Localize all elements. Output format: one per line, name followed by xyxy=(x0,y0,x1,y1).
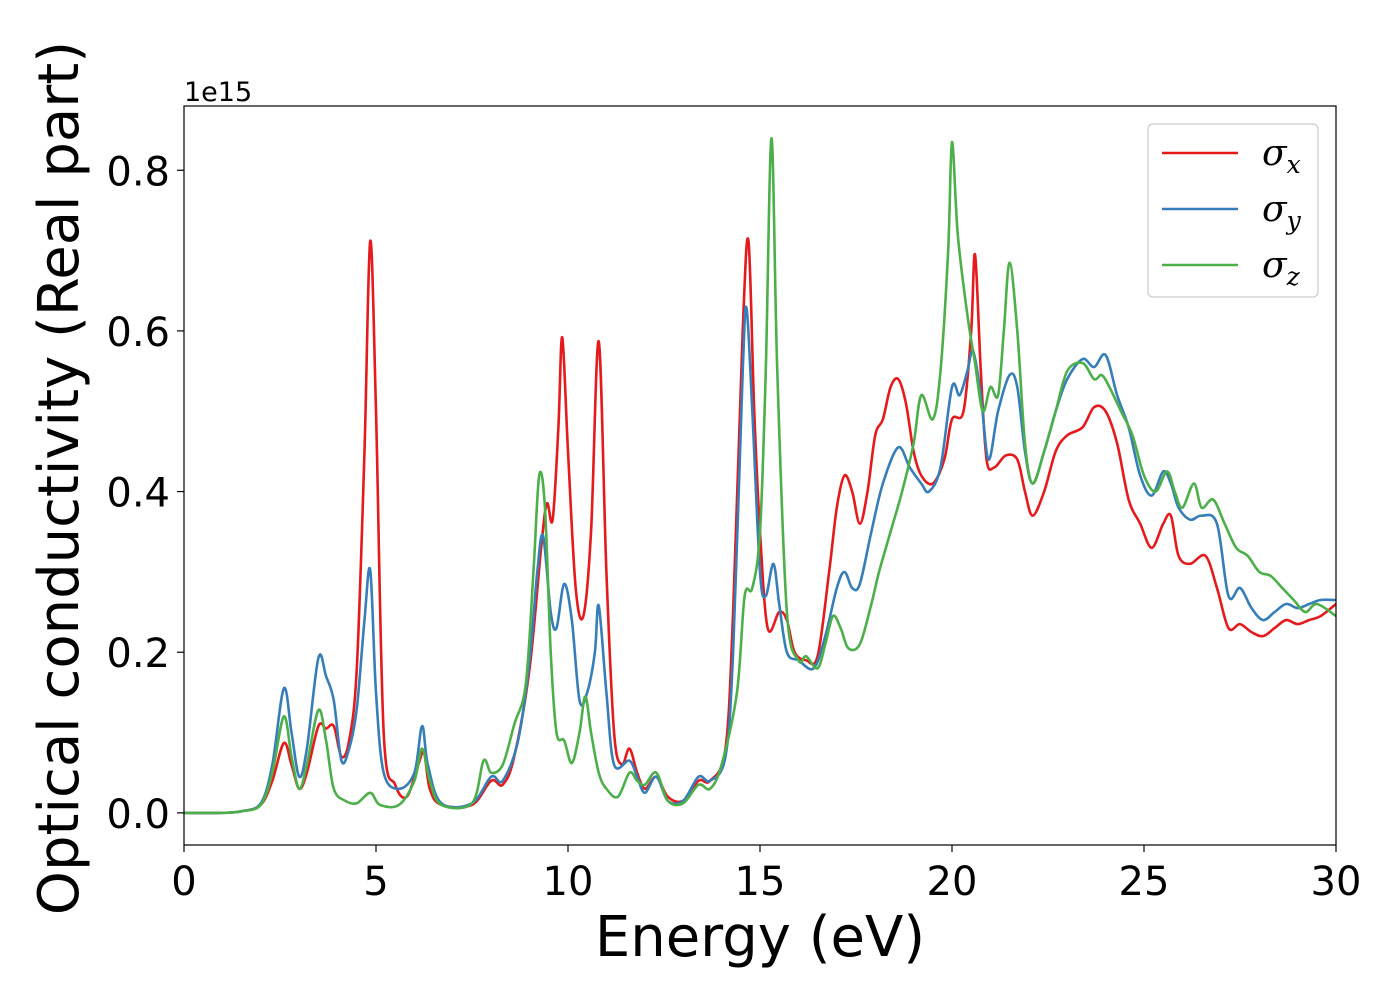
x-tick-label: 25 xyxy=(1119,859,1170,905)
y-tick-label: 0.6 xyxy=(106,310,170,356)
ticks-layer: 0 5 10 15 20 25 30 0.0 0.2 0.4 0.6 0.8 xyxy=(106,149,1361,905)
x-tick-label: 30 xyxy=(1311,859,1362,905)
series-line-y xyxy=(184,305,1336,815)
x-tick-label: 10 xyxy=(543,859,594,905)
y-axis-offset-label: 1e15 xyxy=(184,77,252,108)
x-tick-label: 15 xyxy=(735,859,786,905)
legend-frame xyxy=(1147,123,1319,298)
x-tick-label: 5 xyxy=(363,859,388,905)
x-axis-title: Energy (eV) xyxy=(595,905,925,970)
x-tick-label: 20 xyxy=(927,859,978,905)
y-tick-label: 0.4 xyxy=(106,471,170,517)
y-tick-label: 0.0 xyxy=(106,792,170,838)
series-layer xyxy=(184,136,1336,815)
legend-label-y: σy xyxy=(1262,189,1302,235)
x-tick-label: 0 xyxy=(171,859,196,905)
y-tick-label: 0.2 xyxy=(106,631,170,677)
legend: σx σy σz xyxy=(1147,123,1319,298)
legend-label-x: σx xyxy=(1262,133,1301,179)
series-line-z xyxy=(184,136,1336,815)
y-tick-label: 0.8 xyxy=(106,149,170,195)
series-line-x xyxy=(184,237,1336,815)
y-axis-title: Optical conductivity (Real part) xyxy=(27,41,92,915)
legend-label-z: σz xyxy=(1262,245,1301,291)
